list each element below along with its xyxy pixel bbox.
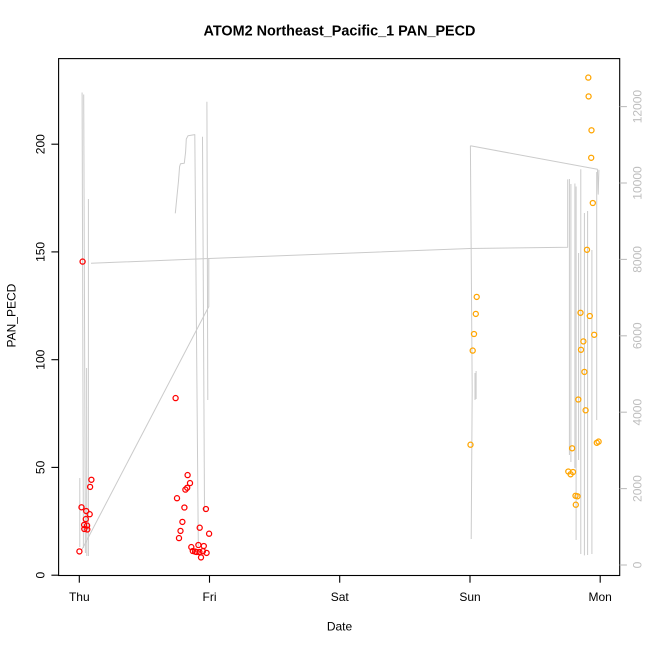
svg-text:200: 200 (34, 134, 48, 154)
svg-text:Sat: Sat (331, 590, 350, 604)
svg-text:8000: 8000 (631, 246, 645, 273)
svg-text:10000: 10000 (631, 166, 645, 200)
svg-text:150: 150 (34, 242, 48, 262)
svg-text:12000: 12000 (631, 90, 645, 124)
svg-text:Date: Date (327, 620, 353, 634)
svg-text:100: 100 (34, 349, 48, 369)
svg-text:6000: 6000 (631, 322, 645, 349)
svg-text:Mon: Mon (589, 590, 612, 604)
svg-text:Fri: Fri (203, 590, 217, 604)
svg-text:2000: 2000 (631, 475, 645, 502)
svg-text:PAN_PECD: PAN_PECD (5, 283, 19, 347)
svg-text:4000: 4000 (631, 399, 645, 426)
svg-text:0: 0 (631, 561, 645, 568)
svg-text:Sun: Sun (459, 590, 480, 604)
svg-text:Thu: Thu (69, 590, 90, 604)
svg-text:0: 0 (34, 572, 48, 579)
svg-text:ATOM2 Northeast_Pacific_1 PAN_: ATOM2 Northeast_Pacific_1 PAN_PECD (204, 24, 476, 40)
svg-text:50: 50 (34, 460, 48, 474)
